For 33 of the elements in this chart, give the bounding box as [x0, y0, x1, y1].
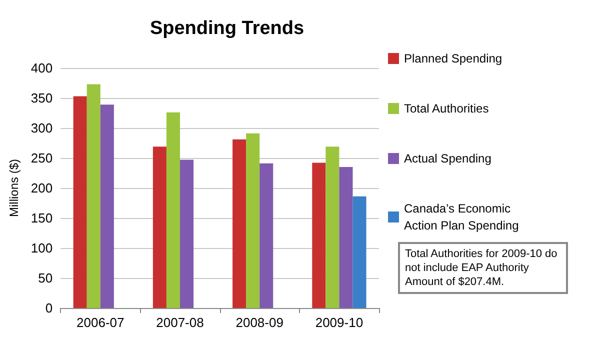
- y-tick-label: 50: [38, 270, 53, 286]
- bar: [260, 163, 274, 308]
- bar: [246, 133, 260, 308]
- bar: [339, 167, 353, 308]
- bar: [166, 112, 180, 308]
- bar: [152, 146, 166, 308]
- bar: [352, 196, 366, 308]
- y-tick-label: 150: [30, 210, 53, 226]
- y-tick-label: 100: [30, 240, 53, 256]
- y-axis-title: Millions ($): [7, 158, 21, 218]
- text: Total Authorities for 2009-10 do not include EAP Authority Amount of $207.4M.: [398, 242, 568, 294]
- chart-title: Spending Trends: [150, 18, 304, 39]
- x-tick-label: 2009-10: [315, 315, 364, 330]
- legend-label: Canada’s Economic Action Plan Spending: [404, 202, 519, 232]
- bar: [326, 146, 340, 308]
- y-tick-label: 400: [30, 60, 53, 76]
- y-tick-label: 250: [30, 150, 53, 166]
- y-tick-label: 300: [30, 120, 53, 136]
- x-tick-label: 2007-08: [156, 315, 204, 330]
- bar: [73, 96, 87, 308]
- bar: [232, 139, 246, 308]
- y-tick-label: 350: [30, 90, 53, 106]
- y-tick-label: 0: [45, 300, 53, 316]
- bar: [100, 104, 114, 308]
- bar: [86, 84, 100, 308]
- legend-label: Planned Spending: [404, 52, 502, 66]
- legend-label: Actual Spending: [404, 152, 492, 166]
- bar: [312, 162, 326, 308]
- y-tick-label: 200: [30, 180, 53, 196]
- bar: [180, 160, 194, 308]
- x-tick-label: 2008-09: [236, 315, 284, 330]
- legend-label: Total Authorities: [404, 102, 489, 116]
- x-tick-label: 2006-07: [76, 315, 124, 330]
